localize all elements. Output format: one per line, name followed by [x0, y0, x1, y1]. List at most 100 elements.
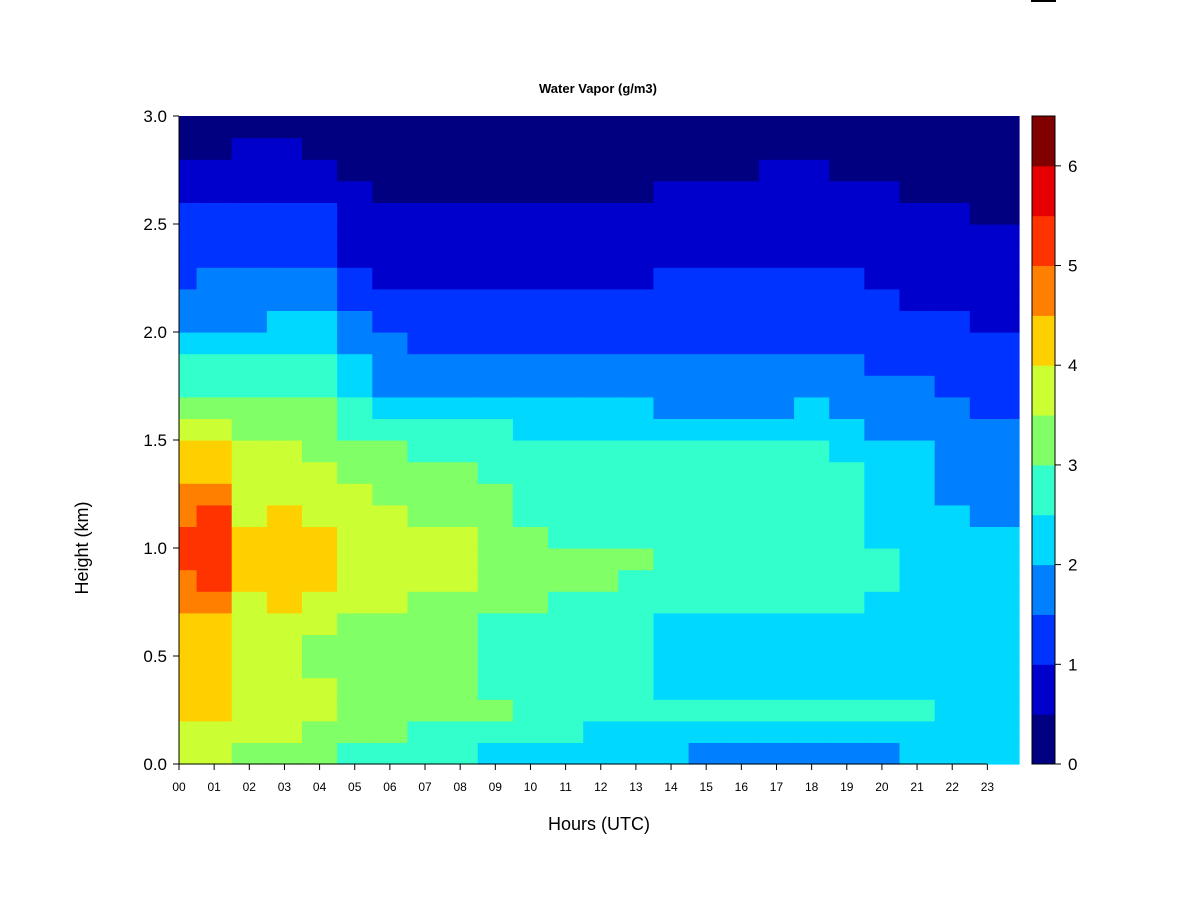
heatmap-cell: [477, 418, 514, 441]
heatmap-cell: [372, 699, 409, 722]
heatmap-cell: [688, 332, 725, 355]
heatmap-cell: [302, 310, 338, 333]
heatmap-cell: [934, 245, 971, 268]
heatmap-cell: [688, 504, 725, 527]
heatmap-cell: [231, 720, 268, 743]
heatmap-cell: [477, 288, 514, 311]
heatmap-cell: [618, 353, 655, 376]
heatmap-cell: [1003, 634, 1020, 657]
heatmap-cell: [934, 418, 971, 441]
heatmap-cell: [477, 440, 514, 463]
heatmap-cell: [583, 548, 619, 571]
heatmap-cell: [372, 742, 409, 765]
heatmap-cell: [864, 224, 901, 247]
heatmap-cell: [477, 137, 514, 160]
heatmap-cell: [618, 332, 655, 355]
heatmap-cell: [899, 634, 936, 657]
heatmap-cell: [723, 375, 760, 398]
heatmap-cell: [864, 440, 901, 463]
heatmap-cell: [653, 461, 690, 484]
heatmap-cell: [231, 116, 268, 139]
heatmap-cell: [653, 353, 690, 376]
heatmap-cell: [231, 267, 268, 290]
heatmap-cell: [266, 332, 303, 355]
heatmap-cell: [337, 634, 373, 657]
heatmap-cell: [179, 656, 198, 679]
heatmap-cell: [688, 353, 725, 376]
heatmap-cell: [864, 332, 901, 355]
heatmap-cell: [302, 180, 338, 203]
heatmap-cell: [969, 202, 1004, 225]
heatmap-cell: [477, 375, 514, 398]
heatmap-cell: [337, 137, 373, 160]
heatmap-cell: [583, 656, 619, 679]
heatmap-cell: [829, 396, 865, 419]
heatmap-cell: [969, 440, 1004, 463]
heatmap-cell: [688, 440, 725, 463]
heatmap-cell: [196, 677, 233, 700]
heatmap-cell: [442, 332, 479, 355]
heatmap-cell: [723, 353, 760, 376]
heatmap-cell: [583, 634, 619, 657]
colorbar-swatch: [1032, 215, 1055, 267]
heatmap-cell: [1003, 526, 1020, 549]
heatmap-cell: [477, 353, 514, 376]
heatmap-cell: [794, 137, 830, 160]
heatmap-cell: [653, 526, 690, 549]
heatmap-cell: [688, 310, 725, 333]
heatmap-cell: [934, 202, 971, 225]
heatmap-cell: [302, 159, 338, 182]
heatmap-cell: [407, 483, 444, 506]
heatmap-cell: [266, 159, 303, 182]
heatmap-cell: [302, 418, 338, 441]
heatmap-cell: [969, 569, 1004, 592]
heatmap-cell: [512, 677, 549, 700]
heatmap-cell: [934, 677, 971, 700]
heatmap-cell: [618, 483, 655, 506]
heatmap-cell: [196, 288, 233, 311]
heatmap-cell: [372, 548, 409, 571]
heatmap-cell: [372, 159, 409, 182]
y-axis-label: Height (km): [72, 501, 92, 594]
heatmap-cell: [864, 699, 901, 722]
heatmap-cell: [864, 202, 901, 225]
heatmap-cell: [758, 245, 795, 268]
y-tick-label: 1.0: [143, 539, 167, 558]
x-tick-label: 20: [875, 780, 889, 794]
colorbar-tick-label: 4: [1068, 356, 1077, 375]
heatmap-cell: [407, 742, 444, 765]
heatmap-cell: [829, 310, 865, 333]
heatmap-cell: [442, 137, 479, 160]
heatmap-cell: [477, 180, 514, 203]
heatmap-cell: [512, 137, 549, 160]
heatmap-cell: [548, 353, 584, 376]
heatmap-cell: [1003, 612, 1020, 635]
heatmap-cell: [864, 634, 901, 657]
heatmap-cell: [372, 332, 409, 355]
heatmap-cell: [442, 677, 479, 700]
heatmap-cell: [688, 720, 725, 743]
x-tick-label: 06: [383, 780, 397, 794]
heatmap-cell: [969, 137, 1004, 160]
heatmap-cell: [864, 159, 901, 182]
heatmap-cell: [1003, 137, 1020, 160]
heatmap-cell: [723, 677, 760, 700]
heatmap-cell: [512, 288, 549, 311]
heatmap-cell: [829, 548, 865, 571]
heatmap-cell: [407, 267, 444, 290]
heatmap-cell: [337, 288, 373, 311]
heatmap-cell: [512, 526, 549, 549]
heatmap-cell: [512, 180, 549, 203]
heatmap-cell: [934, 720, 971, 743]
heatmap-cell: [618, 137, 655, 160]
heatmap-cell: [723, 332, 760, 355]
heatmap-cell: [723, 591, 760, 614]
heatmap-cell: [794, 677, 830, 700]
heatmap-cell: [302, 137, 338, 160]
heatmap-cell: [407, 202, 444, 225]
heatmap-cell: [442, 634, 479, 657]
heatmap-cell: [583, 137, 619, 160]
heatmap-cell: [231, 612, 268, 635]
heatmap-cell: [829, 418, 865, 441]
heatmap-cell: [934, 353, 971, 376]
